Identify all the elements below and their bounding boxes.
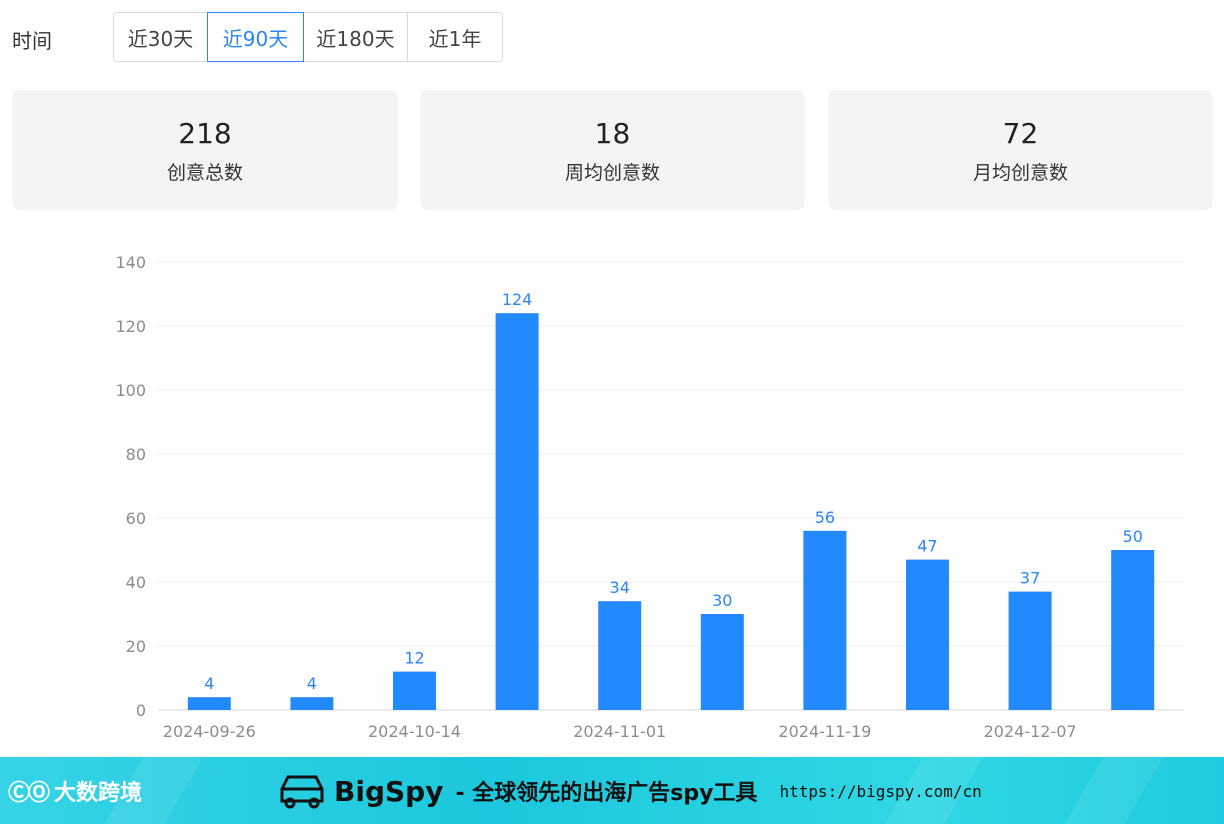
watermark-banner: ⒸⓄ 大数跨境 BigSpy - 全球领先的出海广告spy工具 https://… [0,757,1224,824]
bar [495,313,539,710]
y-tick-label: 20 [126,637,146,656]
bar [700,614,744,710]
data-label: 4 [307,674,317,693]
bar [1111,550,1155,710]
range-option-180d[interactable]: 近180天 [303,12,408,62]
y-tick-label: 120 [115,317,146,336]
time-range-selector: 近30天 近90天 近180天 近1年 [113,12,503,62]
stat-card-weekly: 18 周均创意数 [420,90,805,210]
stat-label: 周均创意数 [564,161,660,184]
data-label: 56 [815,508,835,527]
data-label: 12 [404,649,424,668]
data-label: 34 [610,578,630,597]
time-filter: 时间 近30天 近90天 近180天 近1年 [0,12,1224,62]
stat-value: 218 [178,116,232,150]
stat-label: 月均创意数 [972,161,1068,184]
stat-card-monthly: 72 月均创意数 [828,90,1213,210]
bigspy-car-icon [280,775,324,809]
bigspy-url: https://bigspy.com/cn [779,781,982,801]
bigspy-tagline: - 全球领先的出海广告spy工具 [455,781,758,806]
bar [598,601,642,710]
y-tick-label: 40 [126,573,146,592]
dashuju-logo: ⒸⓄ 大数跨境 [8,775,142,807]
x-tick-label: 2024-12-07 [984,722,1077,741]
bar [290,697,334,710]
dashuju-logo-text: 大数跨境 [54,781,143,806]
y-tick-label: 80 [126,445,146,464]
bigspy-ad: BigSpy - 全球领先的出海广告spy工具 https://bigspy.c… [278,769,982,813]
stat-card-total: 218 创意总数 [12,90,398,210]
stat-value: 72 [1002,116,1039,150]
bar [393,671,436,710]
range-option-30d[interactable]: 近30天 [113,12,208,62]
dashuju-logo-icon: ⒸⓄ [8,781,50,806]
range-option-90d[interactable]: 近90天 [207,12,304,62]
bar [803,530,847,710]
y-tick-label: 140 [115,253,146,272]
y-tick-label: 100 [115,381,146,400]
bar [906,559,949,710]
data-label: 30 [712,591,732,610]
data-label: 4 [204,674,214,693]
bar [1008,591,1052,710]
y-tick-label: 60 [126,509,146,528]
data-label: 50 [1123,527,1143,546]
x-tick-label: 2024-10-14 [368,722,461,741]
stat-value: 18 [594,116,631,150]
x-tick-label: 2024-11-19 [778,722,871,741]
range-option-1y[interactable]: 近1年 [407,12,503,62]
x-tick-label: 2024-11-01 [573,722,666,741]
data-label: 124 [502,290,533,309]
bar-chart: 0 20 40 60 80 100 120 140 4 2024-09-26 4 12 2024-10-… [115,253,1184,741]
stat-label: 创意总数 [166,161,243,184]
y-tick-label: 0 [136,701,146,720]
data-label: 47 [917,537,937,556]
bar [187,697,231,710]
time-filter-label: 时间 [12,29,52,53]
x-tick-label: 2024-09-26 [163,722,256,741]
data-label: 37 [1020,569,1040,588]
bigspy-brand: BigSpy [334,774,444,808]
